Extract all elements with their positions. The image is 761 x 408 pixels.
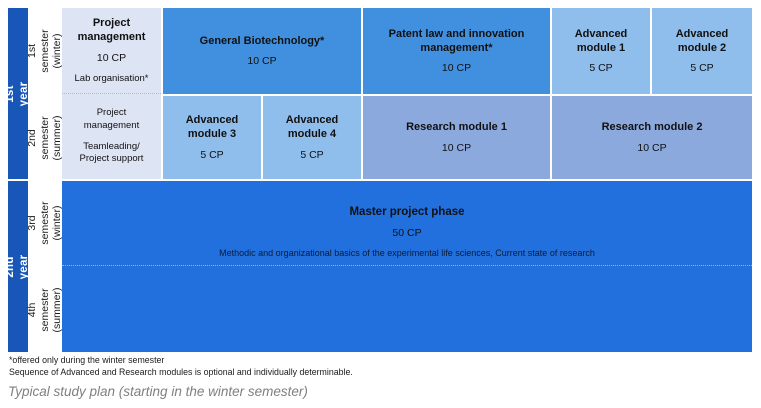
module-note: Lab organisation*	[74, 72, 149, 84]
semester-divider-line	[62, 265, 752, 266]
semester-label-4: 4th semester (summer)	[26, 267, 63, 352]
module-advanced-4: Advanced module 4 5 CP	[263, 96, 361, 179]
module-credits: 5 CP	[690, 62, 714, 75]
year-label: 1st year	[4, 81, 30, 106]
year-bar-1st-year: 1st year	[4, 8, 30, 179]
semester-label-1: 1st semester (winter)	[26, 8, 63, 94]
figure-caption: Typical study plan (starting in the wint…	[8, 384, 308, 399]
module-title: Master project phase	[349, 206, 465, 218]
semester-label-3: 3rd semester (winter)	[26, 181, 63, 265]
footnote-1: *offered only during the winter semester	[9, 355, 165, 365]
module-title: Research module 1	[406, 121, 507, 134]
module-advanced-3: Advanced module 3 5 CP	[163, 96, 261, 179]
semester-label-text: 1st semester (winter)	[26, 29, 64, 73]
semester-label-text: 3rd semester (winter)	[26, 201, 64, 245]
module-description: Methodic and organizational basics of th…	[219, 248, 595, 259]
module-credits: 10 CP	[96, 51, 127, 64]
semester-label-text: 4th semester (summer)	[26, 287, 64, 332]
module-credits: 10 CP	[637, 141, 667, 154]
module-research-1: Research module 1 10 CP	[363, 96, 550, 179]
module-subtitle: Project management	[83, 107, 140, 131]
module-credits: 5 CP	[200, 148, 224, 161]
module-credits: 10 CP	[441, 62, 472, 75]
year-label: 2nd year	[4, 254, 30, 279]
module-master-project-phase: Master project phase 50 CP Methodic and …	[62, 181, 752, 352]
module-project-management-winter: Project management 10 CP Lab organisatio…	[62, 8, 161, 94]
module-credits: 10 CP	[247, 55, 277, 68]
module-title: Advanced module 1	[574, 27, 628, 54]
year-bar-2nd-year: 2nd year	[4, 181, 30, 352]
module-credits: 5 CP	[300, 148, 324, 161]
module-title: Research module 2	[601, 121, 703, 134]
module-research-2: Research module 2 10 CP	[552, 96, 752, 179]
module-general-biotechnology: General Biotechnology* 10 CP	[163, 8, 361, 94]
module-title: Project management	[77, 17, 146, 43]
module-project-management-summer: Project management Teamleading/ Project …	[62, 94, 161, 179]
module-project-management: Project management 10 CP Lab organisatio…	[62, 8, 161, 179]
footnote-2: Sequence of Advanced and Research module…	[9, 367, 353, 377]
module-title: Patent law and innovation management*	[388, 27, 525, 54]
module-title: General Biotechnology*	[199, 34, 325, 47]
module-advanced-1: Advanced module 1 5 CP	[552, 8, 650, 94]
module-patent-law: Patent law and innovation management* 10…	[363, 8, 550, 94]
module-credits: 5 CP	[589, 62, 613, 75]
module-credits: 10 CP	[441, 141, 472, 154]
module-title: Advanced module 4	[285, 114, 339, 140]
semester-label-2: 2nd semester (summer)	[26, 96, 63, 179]
module-title: Advanced module 3	[185, 114, 239, 140]
module-credits: 50 CP	[392, 227, 422, 240]
module-advanced-2: Advanced module 2 5 CP	[652, 8, 752, 94]
semester-label-text: 2nd semester (summer)	[26, 115, 64, 160]
module-title: Advanced module 2	[675, 27, 729, 54]
module-subtitle: Teamleading/ Project support	[79, 141, 144, 165]
